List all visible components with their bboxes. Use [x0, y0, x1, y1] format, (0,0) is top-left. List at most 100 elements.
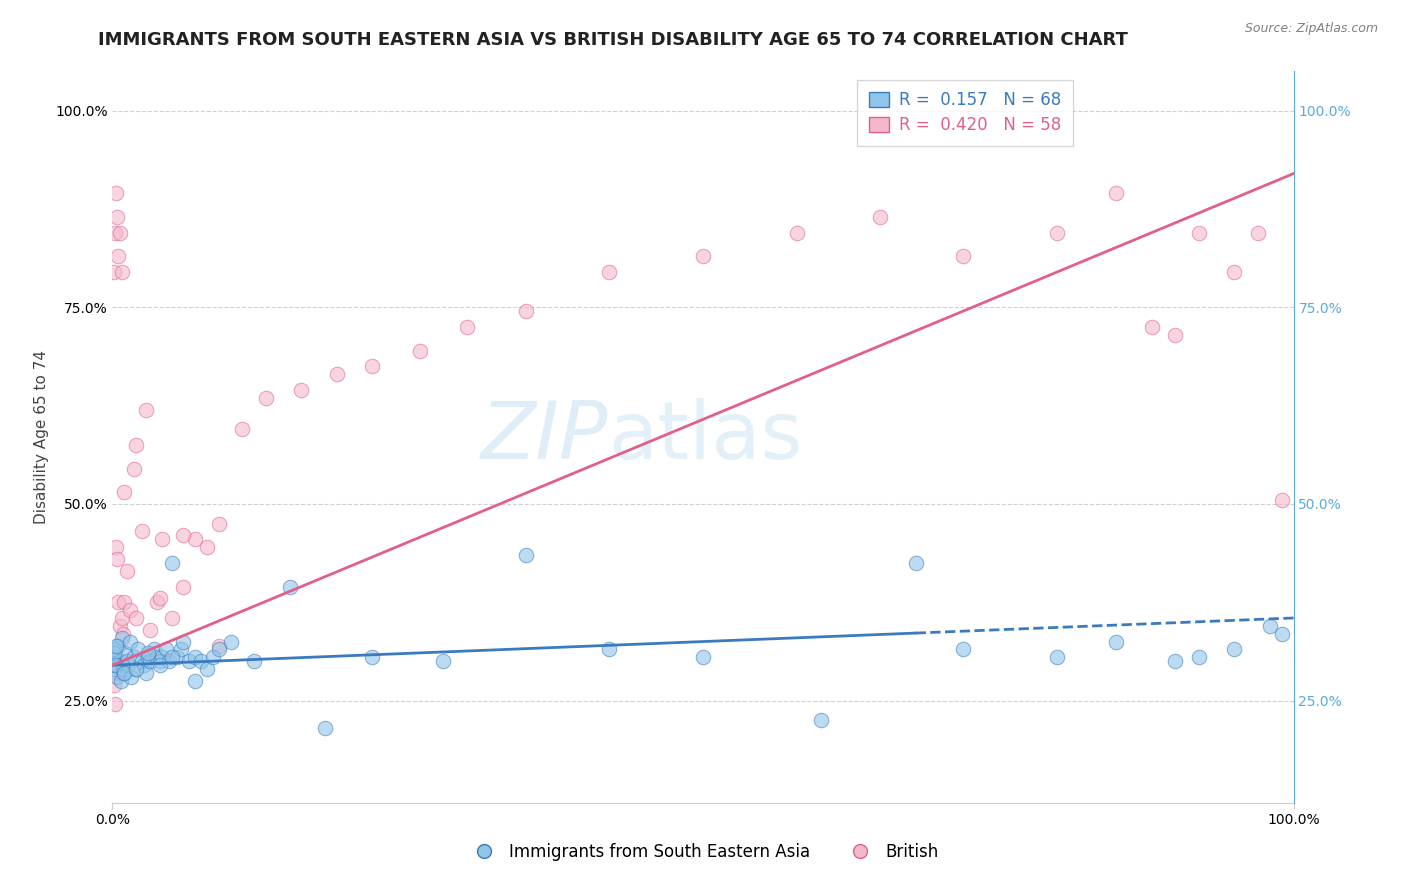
- Point: [172, 528, 194, 542]
- Point: [120, 634, 142, 648]
- Point: [1271, 626, 1294, 640]
- Point: [786, 226, 808, 240]
- Point: [108, 619, 131, 633]
- Point: [112, 485, 135, 500]
- Point: [160, 556, 183, 570]
- Point: [361, 359, 384, 374]
- Point: [219, 634, 242, 648]
- Point: [1188, 226, 1211, 240]
- Point: [904, 556, 927, 570]
- Point: [1164, 327, 1187, 342]
- Point: [408, 343, 430, 358]
- Point: [103, 678, 125, 692]
- Point: [170, 642, 193, 657]
- Point: [278, 580, 301, 594]
- Point: [110, 673, 132, 688]
- Point: [146, 650, 169, 665]
- Point: [105, 210, 128, 224]
- Point: [112, 666, 135, 681]
- Point: [1188, 650, 1211, 665]
- Point: [952, 249, 974, 263]
- Point: [190, 654, 212, 668]
- Point: [1271, 493, 1294, 508]
- Point: [125, 611, 148, 625]
- Point: [104, 698, 127, 712]
- Point: [1105, 186, 1128, 201]
- Point: [114, 646, 136, 660]
- Point: [692, 650, 714, 665]
- Point: [107, 249, 129, 263]
- Point: [172, 580, 194, 594]
- Point: [103, 265, 125, 279]
- Point: [160, 611, 183, 625]
- Point: [111, 611, 134, 625]
- Point: [195, 662, 218, 676]
- Point: [456, 320, 478, 334]
- Point: [112, 626, 135, 640]
- Point: [208, 639, 231, 653]
- Point: [1223, 265, 1246, 279]
- Legend: Immigrants from South Eastern Asia, British: Immigrants from South Eastern Asia, Brit…: [461, 837, 945, 868]
- Point: [1105, 634, 1128, 648]
- Point: [184, 673, 207, 688]
- Point: [598, 265, 620, 279]
- Point: [127, 642, 149, 657]
- Point: [139, 654, 162, 668]
- Point: [135, 666, 157, 681]
- Point: [149, 654, 172, 668]
- Point: [1223, 642, 1246, 657]
- Point: [103, 662, 125, 676]
- Point: [172, 634, 194, 648]
- Point: [105, 658, 128, 673]
- Point: [111, 265, 134, 279]
- Point: [101, 650, 124, 665]
- Point: [112, 595, 135, 609]
- Point: [105, 186, 128, 201]
- Point: [1258, 619, 1281, 633]
- Point: [184, 650, 207, 665]
- Point: [125, 438, 148, 452]
- Point: [1247, 226, 1270, 240]
- Point: [103, 646, 125, 660]
- Point: [110, 666, 132, 681]
- Point: [515, 548, 537, 562]
- Point: [122, 650, 145, 665]
- Point: [112, 666, 135, 681]
- Point: [515, 304, 537, 318]
- Point: [598, 642, 620, 657]
- Point: [104, 658, 127, 673]
- Point: [136, 646, 159, 660]
- Point: [314, 721, 336, 735]
- Point: [131, 524, 153, 539]
- Point: [131, 654, 153, 668]
- Point: [195, 540, 218, 554]
- Point: [101, 650, 124, 665]
- Point: [952, 642, 974, 657]
- Point: [105, 540, 128, 554]
- Point: [115, 564, 138, 578]
- Point: [146, 595, 169, 609]
- Point: [157, 654, 180, 668]
- Point: [179, 654, 201, 668]
- Point: [160, 650, 183, 665]
- Point: [869, 210, 891, 224]
- Point: [184, 533, 207, 547]
- Text: ZIP: ZIP: [481, 398, 609, 476]
- Point: [231, 422, 253, 436]
- Point: [361, 650, 384, 665]
- Point: [115, 654, 138, 668]
- Point: [150, 650, 173, 665]
- Text: atlas: atlas: [609, 398, 803, 476]
- Point: [254, 391, 277, 405]
- Point: [1046, 226, 1069, 240]
- Point: [104, 642, 127, 657]
- Point: [136, 650, 159, 665]
- Point: [149, 591, 172, 606]
- Point: [432, 654, 454, 668]
- Point: [107, 595, 129, 609]
- Point: [150, 533, 173, 547]
- Point: [166, 650, 188, 665]
- Point: [105, 670, 128, 684]
- Point: [122, 461, 145, 475]
- Point: [120, 670, 142, 684]
